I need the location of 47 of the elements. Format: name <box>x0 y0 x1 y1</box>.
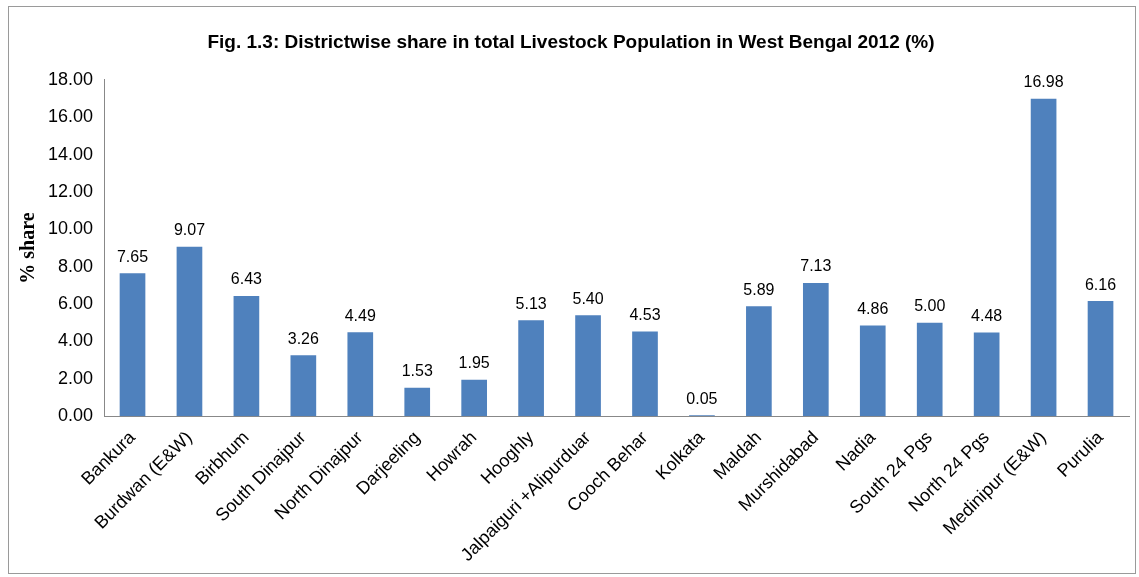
bar <box>916 322 943 417</box>
data-label: 4.86 <box>857 299 889 317</box>
y-tick-label: 0.00 <box>58 405 94 426</box>
bar <box>746 306 772 417</box>
y-tick-label: 2.00 <box>58 367 94 388</box>
bar <box>347 332 374 417</box>
bar <box>1087 301 1114 417</box>
y-tick-label: 6.00 <box>58 293 94 314</box>
y-tick-label: 4.00 <box>58 330 94 351</box>
data-label: 6.43 <box>230 270 263 288</box>
data-label: 4.49 <box>344 306 376 324</box>
bar <box>176 246 203 417</box>
data-label: 9.07 <box>173 221 206 239</box>
bar <box>233 296 260 417</box>
data-label: 3.26 <box>287 329 320 347</box>
y-tick-label: 16.00 <box>48 106 94 127</box>
y-tick-label: 18.00 <box>48 68 94 89</box>
data-label: 1.95 <box>458 354 490 372</box>
data-label: 5.89 <box>743 280 775 298</box>
chart-title: Fig. 1.3: Districtwise share in total Livestock Population in West Bengal 2012 (%) <box>207 30 935 52</box>
data-label: 7.13 <box>800 257 832 275</box>
data-label: 1.53 <box>401 362 433 380</box>
y-tick-label: 12.00 <box>48 180 94 201</box>
data-label: 0.05 <box>686 389 718 407</box>
bar <box>1030 98 1057 417</box>
bar <box>290 355 317 417</box>
y-axis-title: % share <box>16 212 39 284</box>
y-tick-label: 14.00 <box>48 143 94 164</box>
bar <box>119 273 146 417</box>
data-label: 5.40 <box>572 289 604 307</box>
data-label: 7.65 <box>116 247 149 265</box>
bar <box>859 325 886 417</box>
bar <box>575 315 601 417</box>
bar <box>632 331 658 417</box>
bar <box>404 387 431 417</box>
bar <box>973 332 1000 417</box>
data-label: 5.13 <box>515 294 547 312</box>
data-label: 4.53 <box>629 305 661 323</box>
y-tick-label: 8.00 <box>58 255 94 276</box>
y-tick-label: 10.00 <box>48 218 94 239</box>
data-label: 4.48 <box>971 306 1003 324</box>
bar <box>802 282 829 417</box>
data-label: 6.16 <box>1084 275 1117 293</box>
bar <box>461 379 488 417</box>
data-label: 16.98 <box>1023 73 1064 91</box>
data-label: 5.00 <box>914 297 946 315</box>
bar <box>518 320 544 417</box>
